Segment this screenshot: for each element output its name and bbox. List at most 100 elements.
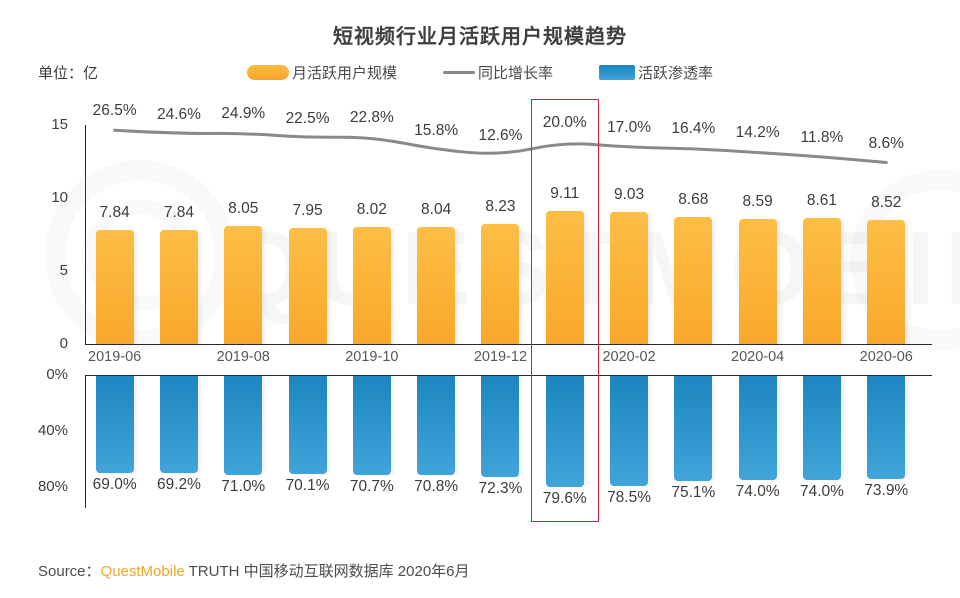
mau-bar xyxy=(352,226,391,344)
legend-item-penetration: 活跃渗透率 xyxy=(599,62,713,83)
mau-value-label: 8.68 xyxy=(678,191,709,209)
x-axis-label: 2019-06 xyxy=(88,349,142,365)
legend-item-mau: 月活跃用户规模 xyxy=(246,62,397,83)
top-y-tick: 15 xyxy=(51,116,68,133)
mau-bar xyxy=(674,217,713,344)
x-axis-label: 2019-10 xyxy=(345,349,399,365)
gray-line-swatch-icon xyxy=(442,71,475,74)
legend-label-mau: 月活跃用户规模 xyxy=(291,65,397,82)
orange-bar-swatch-icon xyxy=(246,65,289,80)
source-rest: TRUTH 中国移动互联网数据库 2020年6月 xyxy=(184,563,470,580)
penetration-label: 75.1% xyxy=(671,484,716,502)
x-axis-label: 2019-12 xyxy=(473,349,528,365)
penetration-label: 70.8% xyxy=(414,478,459,496)
x-axis-label: 2020-04 xyxy=(731,349,785,365)
growth-label: 15.8% xyxy=(414,121,459,139)
mau-bar xyxy=(481,223,520,344)
highlight-box xyxy=(530,99,599,522)
legend-label-penetration: 活跃渗透率 xyxy=(638,65,714,82)
penetration-label: 71.0% xyxy=(221,478,266,496)
penetration-label: 69.0% xyxy=(92,475,137,493)
top-y-tick: 10 xyxy=(51,189,68,206)
x-axis-label: 2019-08 xyxy=(216,349,270,365)
top-y-tick: 0 xyxy=(59,335,68,352)
penetration-bar xyxy=(288,376,327,475)
penetration-bar xyxy=(95,376,134,473)
mau-value-label: 8.59 xyxy=(742,192,773,210)
top-x-axis-line xyxy=(85,344,932,345)
growth-label: 24.6% xyxy=(156,105,201,123)
mau-bar xyxy=(159,229,198,344)
penetration-label: 79.6% xyxy=(542,490,587,508)
growth-label: 26.5% xyxy=(92,102,137,120)
chart-title: 短视频行业月活跃用户规模趋势 xyxy=(333,26,627,48)
penetration-bar xyxy=(159,376,198,473)
penetration-label: 74.0% xyxy=(799,482,844,500)
penetration-label: 78.5% xyxy=(607,488,652,506)
mau-bar xyxy=(802,218,841,344)
growth-label: 11.8% xyxy=(800,128,844,146)
penetration-bar xyxy=(610,376,649,486)
growth-label: 16.4% xyxy=(671,120,716,138)
mau-value-label: 8.52 xyxy=(871,193,902,211)
top-y-tick: 5 xyxy=(59,262,68,279)
penetration-bar xyxy=(867,376,906,480)
penetration-bar xyxy=(674,376,713,482)
x-axis-label: 2020-06 xyxy=(859,349,913,365)
mau-value-label: 9.03 xyxy=(613,186,645,204)
blue-bar-swatch-icon xyxy=(599,65,635,80)
penetration-label: 70.1% xyxy=(285,477,330,495)
mau-value-label: 8.02 xyxy=(356,200,387,218)
legend-label-growth: 同比增长率 xyxy=(477,65,553,82)
penetration-label: 70.7% xyxy=(349,477,394,495)
source-brand: QuestMobile xyxy=(100,563,185,580)
mau-value-label: 8.61 xyxy=(806,192,838,210)
source-prefix: Source： xyxy=(38,563,101,580)
mau-bar xyxy=(95,229,134,344)
mau-bar xyxy=(224,226,263,344)
penetration-label: 74.0% xyxy=(735,482,780,500)
growth-label: 8.6% xyxy=(868,134,904,152)
growth-label: 22.8% xyxy=(349,108,394,126)
mau-value-label: 8.23 xyxy=(485,197,516,215)
penetration-label: 69.2% xyxy=(156,475,201,493)
mau-value-label: 7.84 xyxy=(163,203,195,221)
penetration-bar xyxy=(352,376,391,475)
growth-label: 22.5% xyxy=(285,109,330,127)
growth-label: 24.9% xyxy=(221,105,266,123)
penetration-bar xyxy=(802,376,841,480)
bottom-y-tick: 80% xyxy=(37,478,68,495)
mau-value-label: 7.84 xyxy=(99,203,130,221)
legend: 月活跃用户规模 同比增长率 活跃渗透率 xyxy=(0,62,960,83)
penetration-bar xyxy=(545,376,584,488)
source-line: Source：QuestMobile TRUTH 中国移动互联网数据库 2020… xyxy=(38,560,470,581)
mau-bar xyxy=(545,210,584,344)
mau-bar xyxy=(610,212,649,344)
mau-bar xyxy=(867,219,906,344)
bottom-y-axis-line xyxy=(85,375,86,508)
mau-value-label: 9.11 xyxy=(550,184,580,202)
penetration-bar xyxy=(481,376,520,478)
mau-bar xyxy=(738,218,777,344)
bottom-y-tick: 0% xyxy=(46,366,68,383)
legend-item-growth: 同比增长率 xyxy=(442,62,553,83)
penetration-label: 72.3% xyxy=(478,480,523,498)
mau-value-label: 8.05 xyxy=(228,200,259,218)
mau-value-label: 7.95 xyxy=(292,201,323,219)
growth-label: 20.0% xyxy=(542,114,587,131)
penetration-bar xyxy=(738,376,777,480)
growth-label: 17.0% xyxy=(607,119,652,137)
penetration-bar xyxy=(417,376,456,476)
top-y-axis-line xyxy=(85,125,86,345)
unit-label: 单位：亿 xyxy=(38,65,99,82)
bottom-y-tick: 40% xyxy=(37,422,68,439)
mau-bar xyxy=(417,226,456,344)
mau-bar xyxy=(288,227,327,344)
penetration-label: 73.9% xyxy=(864,482,909,500)
growth-label: 14.2% xyxy=(735,124,780,142)
x-axis-label: 2020-02 xyxy=(602,349,656,365)
bottom-x-axis-line xyxy=(85,375,932,376)
penetration-bar xyxy=(224,376,263,476)
